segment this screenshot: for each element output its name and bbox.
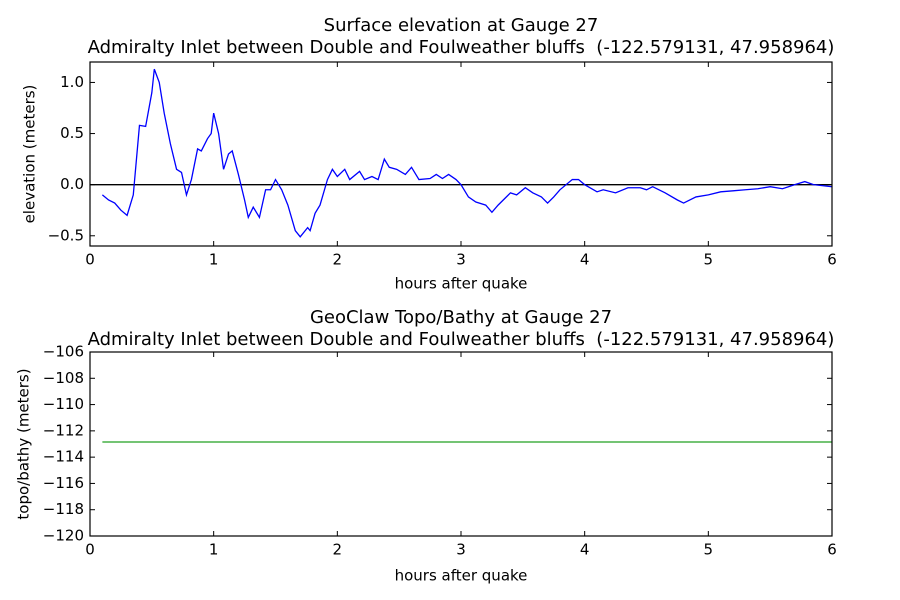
y-tick-label: 1.0 xyxy=(60,73,84,91)
x-tick-label: 2 xyxy=(333,541,343,559)
y-tick-label: −0.5 xyxy=(48,226,84,244)
y-tick-label: 0.0 xyxy=(60,175,84,193)
y-axis-label: elevation (meters) xyxy=(21,85,39,224)
data-line xyxy=(101,68,833,238)
x-tick-label: 4 xyxy=(580,541,590,559)
x-tick-label: 3 xyxy=(456,251,466,269)
x-tick-label: 6 xyxy=(827,251,837,269)
x-axis-label: hours after quake xyxy=(395,567,528,585)
plot-frame xyxy=(89,351,833,537)
y-axis-label: topo/bathy (meters) xyxy=(15,368,33,519)
x-tick-label: 0 xyxy=(85,251,95,269)
y-tick-label: −116 xyxy=(43,474,84,492)
y-tick-label: −114 xyxy=(43,448,84,466)
chart-subtitle: Admiralty Inlet between Double and Foulw… xyxy=(88,329,835,350)
x-tick-label: 4 xyxy=(580,251,590,269)
y-tick-label: −110 xyxy=(43,395,84,413)
x-tick-label: 2 xyxy=(333,251,343,269)
x-tick-label: 1 xyxy=(209,251,219,269)
chart-title: GeoClaw Topo/Bathy at Gauge 27 xyxy=(310,307,612,328)
x-axis-label: hours after quake xyxy=(395,275,528,293)
x-tick-label: 3 xyxy=(456,541,466,559)
y-tick-label: −112 xyxy=(43,421,84,439)
x-tick-label: 0 xyxy=(85,541,95,559)
plot-frame xyxy=(89,61,833,247)
x-tick-label: 5 xyxy=(704,251,714,269)
chart-subtitle: Admiralty Inlet between Double and Foulw… xyxy=(88,37,835,58)
y-tick-label: 0.5 xyxy=(60,124,84,142)
chart-title: Surface elevation at Gauge 27 xyxy=(324,15,599,36)
y-tick-label: −106 xyxy=(43,343,84,361)
x-tick-label: 5 xyxy=(704,541,714,559)
x-tick-label: 1 xyxy=(209,541,219,559)
y-tick-label: −108 xyxy=(43,369,84,387)
y-tick-label: −120 xyxy=(43,527,84,545)
y-tick-label: −118 xyxy=(43,500,84,518)
x-tick-label: 6 xyxy=(827,541,837,559)
